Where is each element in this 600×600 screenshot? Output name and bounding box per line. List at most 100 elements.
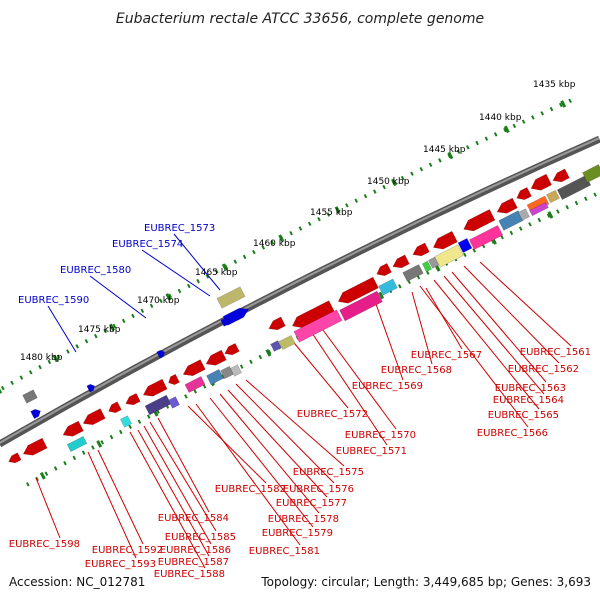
accession-text: Accession: NC_012781	[9, 575, 145, 589]
topology-summary: Topology: circular; Length: 3,449,685 bp…	[260, 575, 591, 589]
gene-label: EUBREC_1561	[520, 347, 591, 358]
gene-label: EUBREC_1577	[276, 498, 347, 509]
gene-label: EUBREC_1581	[249, 546, 320, 557]
gene-arrow	[529, 201, 549, 217]
gene-arrow	[125, 392, 141, 406]
gene-arrow	[421, 260, 433, 273]
scale-labels: 1435 kbp 1440 kbp 1445 kbp 1450 kbp 1455 kbp…	[20, 80, 576, 363]
scale-label: 1455 kbp	[310, 208, 353, 218]
gene-arrow	[22, 437, 48, 456]
gene-label: EUBREC_1574	[112, 239, 183, 250]
gene-label: EUBREC_1564	[493, 395, 564, 406]
gene-label: EUBREC_1579	[262, 528, 333, 539]
gene-arrow	[168, 396, 180, 409]
gene-label: EUBREC_1587	[158, 557, 229, 568]
gene-arrow	[220, 317, 230, 327]
gene-features	[8, 164, 600, 464]
genome-backbone	[0, 135, 600, 448]
gene-label: EUBREC_1566	[477, 428, 548, 439]
gene-arrow	[66, 436, 88, 452]
gene-label: EUBREC_1562	[508, 364, 579, 375]
gene-arrow	[516, 187, 532, 201]
gene-label: EUBREC_1580	[60, 265, 131, 276]
gene-arrow	[224, 342, 240, 356]
gene-arrow	[376, 263, 392, 277]
gene-label: EUBREC_1578	[268, 514, 339, 525]
label-leader-lines	[35, 233, 572, 569]
gene-arrow	[546, 189, 560, 204]
gene-label: EUBREC_1569	[352, 381, 423, 392]
gene-arrow	[8, 452, 22, 464]
gene-arrow	[496, 197, 518, 214]
gene-label: EUBREC_1575	[293, 467, 364, 478]
gene-arrow	[498, 210, 524, 231]
gene-arrow	[86, 383, 95, 393]
gene-label: EUBREC_1572	[297, 409, 368, 420]
gene-label: EUBREC_1567	[411, 350, 482, 361]
scale-label: 1460 kbp	[253, 239, 296, 249]
scale-label: 1435 kbp	[533, 80, 576, 90]
gene-label: EUBREC_1576	[283, 484, 354, 495]
gene-arrow	[518, 208, 530, 221]
gene-arrow	[530, 173, 552, 191]
gene-arrow	[432, 230, 458, 250]
gene-label: EUBREC_1588	[154, 569, 225, 580]
gene-label: EUBREC_1563	[495, 383, 566, 394]
scale-label: 1470 kbp	[137, 296, 180, 306]
gene-label: EUBREC_1570	[345, 430, 416, 441]
gene-arrow	[156, 349, 165, 359]
gene-arrow	[168, 373, 180, 386]
gene-arrow	[184, 376, 206, 393]
gene-arrow	[434, 244, 464, 268]
gene-arrow	[230, 364, 242, 377]
scale-label: 1475 kbp	[78, 325, 121, 335]
gene-arrow	[30, 408, 41, 419]
gene-arrow	[82, 408, 106, 426]
gene-label: EUBREC_1586	[160, 545, 231, 556]
gene-label: EUBREC_1582	[215, 484, 286, 495]
gene-arrow	[293, 309, 343, 343]
gene-arrow	[278, 334, 296, 351]
gene-arrow	[120, 415, 132, 428]
gene-arrow	[412, 242, 430, 257]
gene-arrow	[463, 209, 496, 232]
scale-label: 1450 kbp	[367, 177, 410, 187]
scale-label: 1445 kbp	[423, 145, 466, 155]
scale-label: 1440 kbp	[479, 113, 522, 123]
gene-arrow	[108, 401, 122, 414]
gene-label: EUBREC_1584	[158, 513, 229, 524]
gene-arrow	[292, 300, 335, 328]
gene-arrow	[468, 225, 504, 250]
gene-label: EUBREC_1593	[85, 559, 156, 570]
gene-label: EUBREC_1592	[92, 545, 163, 556]
gene-label: EUBREC_1568	[381, 365, 452, 376]
gene-arrow	[392, 254, 410, 269]
gene-label: EUBREC_1590	[18, 295, 89, 306]
gene-arrow	[22, 389, 38, 404]
gene-arrow	[339, 290, 383, 322]
map-title: Eubacterium rectale ATCC 33656, complete…	[116, 11, 484, 27]
gene-arrow	[457, 237, 473, 254]
gene-label: EUBREC_1565	[488, 410, 559, 421]
gene-arrow	[62, 420, 84, 437]
gene-arrow	[582, 164, 600, 183]
gene-arrow	[142, 378, 168, 397]
gene-label: EUBREC_1571	[336, 446, 407, 457]
gene-arrow	[270, 340, 282, 352]
gene-label: EUBREC_1573	[144, 223, 215, 234]
gene-arrow	[337, 276, 379, 304]
gene-label: EUBREC_1598	[9, 539, 80, 550]
gene-label: EUBREC_1585	[165, 532, 236, 543]
gene-arrow	[216, 286, 246, 309]
gene-arrow	[378, 278, 398, 296]
scale-label: 1480 kbp	[20, 353, 63, 363]
gene-arrow	[268, 316, 286, 331]
scale-label: 1465 kbp	[195, 268, 238, 278]
gene-arrow	[402, 264, 424, 282]
gene-arrow	[552, 168, 570, 183]
gene-arrow	[205, 349, 227, 366]
gene-arrow	[182, 359, 206, 377]
gene-labels: EUBREC_1573 EUBREC_1574 EUBREC_1580 EUBREC_…	[9, 223, 591, 580]
gene-arrow	[556, 175, 592, 200]
